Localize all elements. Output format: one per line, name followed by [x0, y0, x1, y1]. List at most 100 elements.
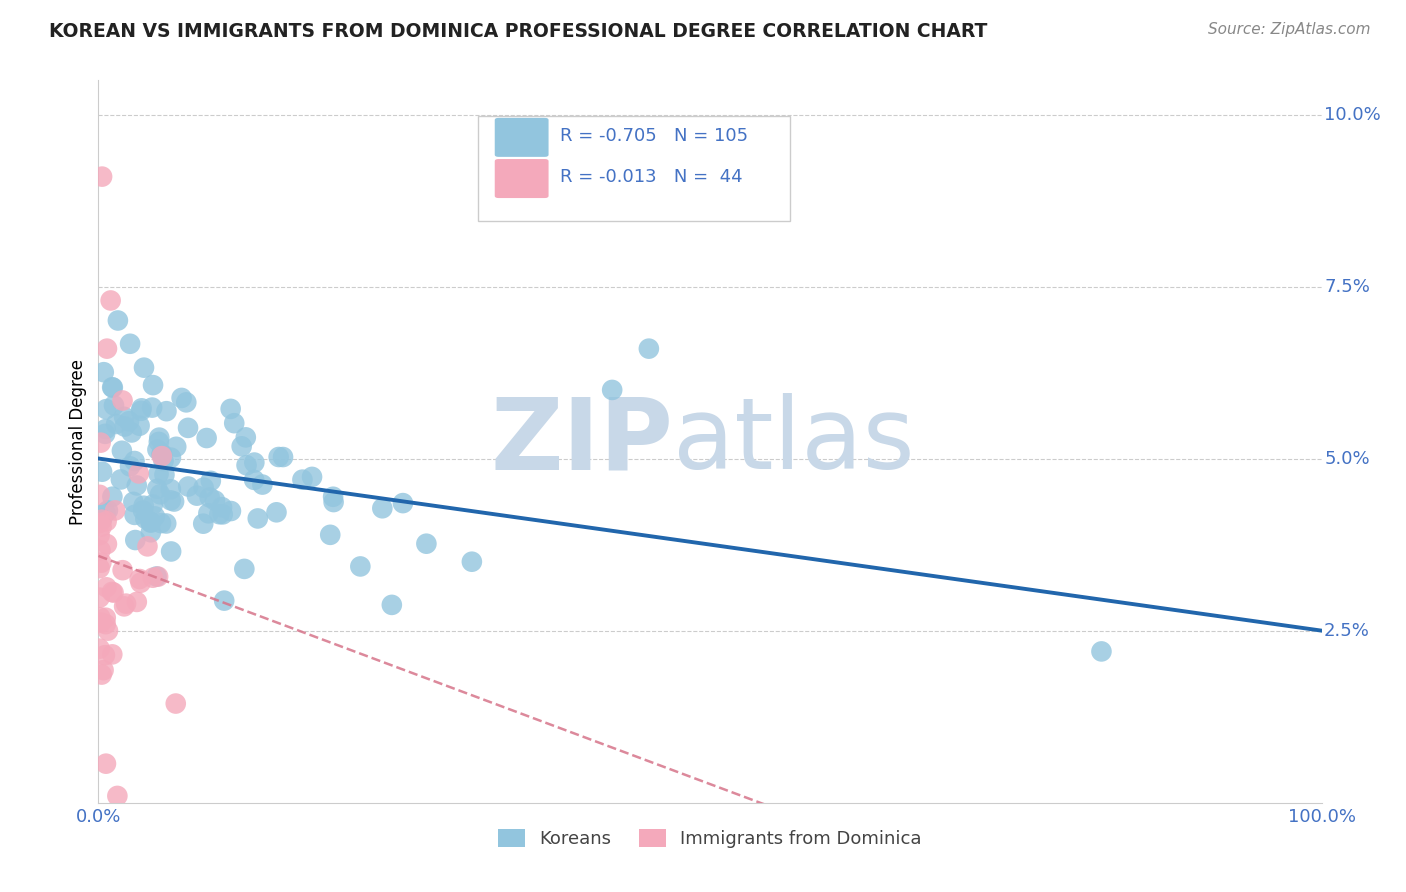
Koreans [193, 516, 215, 531]
Immigrants from Dominica [91, 169, 114, 184]
Immigrants from Dominica [94, 610, 117, 624]
Immigrants from Dominica [96, 514, 118, 528]
Koreans [94, 422, 117, 436]
FancyBboxPatch shape [478, 117, 790, 221]
Immigrants from Dominica [128, 467, 150, 481]
Koreans [235, 458, 257, 473]
Koreans [381, 598, 404, 612]
Immigrants from Dominica [97, 624, 120, 638]
Immigrants from Dominica [90, 519, 112, 533]
Immigrants from Dominica [89, 561, 111, 575]
Koreans [129, 404, 152, 418]
Koreans [197, 506, 219, 520]
Koreans [165, 440, 187, 454]
Immigrants from Dominica [101, 648, 124, 662]
Koreans [148, 434, 170, 449]
Koreans [415, 537, 437, 551]
Koreans [243, 456, 266, 470]
Koreans [349, 559, 371, 574]
Koreans [174, 395, 197, 409]
Immigrants from Dominica [96, 580, 118, 594]
Immigrants from Dominica [90, 556, 112, 570]
Immigrants from Dominica [146, 569, 169, 583]
Immigrants from Dominica [101, 585, 124, 599]
Koreans [211, 508, 233, 522]
Text: 7.5%: 7.5% [1324, 277, 1369, 296]
Koreans [103, 398, 125, 412]
Koreans [121, 425, 143, 440]
Koreans [212, 593, 235, 607]
Immigrants from Dominica [93, 663, 115, 677]
Koreans [271, 450, 294, 464]
Text: R = -0.705   N = 105: R = -0.705 N = 105 [560, 127, 748, 145]
Koreans [267, 450, 290, 464]
Koreans [124, 454, 146, 468]
Immigrants from Dominica [129, 575, 152, 590]
Koreans [145, 569, 167, 583]
Text: 5.0%: 5.0% [1324, 450, 1369, 467]
Koreans [139, 516, 162, 530]
Koreans [246, 511, 269, 525]
Koreans [118, 414, 141, 428]
FancyBboxPatch shape [495, 159, 548, 198]
Koreans [131, 401, 153, 416]
Text: 10.0%: 10.0% [1324, 105, 1381, 124]
Text: KOREAN VS IMMIGRANTS FROM DOMINICA PROFESSIONAL DEGREE CORRELATION CHART: KOREAN VS IMMIGRANTS FROM DOMINICA PROFE… [49, 22, 987, 41]
Koreans [211, 500, 233, 515]
Immigrants from Dominica [128, 572, 150, 586]
Koreans [224, 416, 246, 430]
Immigrants from Dominica [89, 528, 111, 542]
Text: ZIP: ZIP [491, 393, 673, 490]
Immigrants from Dominica [103, 585, 125, 599]
Koreans [235, 430, 257, 444]
Koreans [170, 391, 193, 405]
Koreans [637, 342, 661, 356]
Immigrants from Dominica [136, 540, 159, 554]
Immigrants from Dominica [94, 756, 117, 771]
Immigrants from Dominica [111, 393, 134, 408]
Koreans [118, 459, 141, 474]
Koreans [124, 508, 146, 522]
Koreans [177, 479, 200, 493]
Immigrants from Dominica [165, 697, 187, 711]
Koreans [91, 465, 114, 479]
Koreans [146, 482, 169, 496]
Immigrants from Dominica [89, 591, 111, 605]
Koreans [160, 483, 183, 497]
Immigrants from Dominica [96, 342, 118, 356]
Koreans [124, 533, 146, 547]
Immigrants from Dominica [89, 641, 111, 656]
FancyBboxPatch shape [495, 118, 548, 157]
Text: atlas: atlas [673, 393, 915, 490]
Immigrants from Dominica [125, 595, 148, 609]
Koreans [125, 478, 148, 492]
Koreans [371, 501, 394, 516]
Koreans [233, 562, 256, 576]
Koreans [193, 481, 215, 495]
Y-axis label: Professional Degree: Professional Degree [69, 359, 87, 524]
Koreans [105, 417, 128, 431]
Koreans [198, 491, 221, 505]
Koreans [107, 313, 129, 327]
Koreans [143, 509, 166, 524]
Koreans [186, 489, 208, 503]
Koreans [153, 467, 176, 482]
Koreans [141, 401, 163, 415]
Koreans [160, 544, 183, 558]
Koreans [148, 467, 170, 481]
Koreans [142, 498, 165, 512]
Legend: Koreans, Immigrants from Dominica: Koreans, Immigrants from Dominica [491, 822, 929, 855]
Immigrants from Dominica [89, 543, 111, 558]
Koreans [114, 419, 136, 434]
Koreans [96, 402, 118, 417]
Koreans [600, 383, 623, 397]
Koreans [132, 499, 155, 513]
Koreans [392, 496, 415, 510]
Koreans [139, 525, 162, 540]
Immigrants from Dominica [94, 648, 117, 663]
Koreans [160, 450, 183, 465]
Immigrants from Dominica [90, 512, 112, 526]
Immigrants from Dominica [150, 449, 173, 463]
Koreans [94, 506, 117, 520]
Immigrants from Dominica [90, 615, 112, 630]
